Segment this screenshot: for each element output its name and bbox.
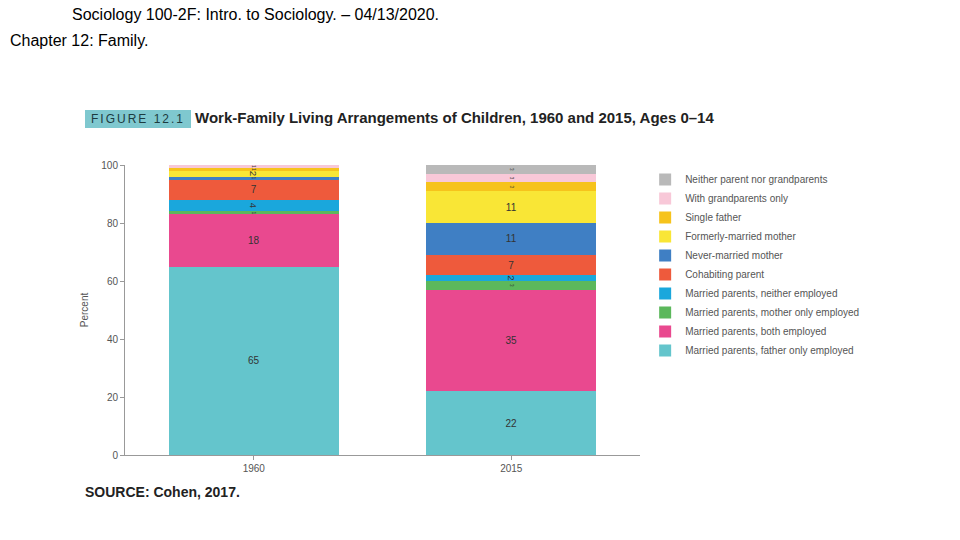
svg-text:18: 18 [248, 235, 260, 246]
svg-text:1: 1 [251, 165, 256, 168]
svg-text:7: 7 [508, 260, 514, 271]
svg-text:Percent: Percent [79, 293, 90, 328]
svg-text:100: 100 [101, 160, 118, 171]
html-text:Sociology 100-2F: Intro. to So: Sociology 100-2F: Intro. to Sociology. –… [72, 6, 439, 23]
svg-text:0: 0 [112, 450, 118, 461]
svg-text:65: 65 [248, 355, 260, 366]
svg-text:80: 80 [107, 218, 119, 229]
svg-text:Neither parent nor grandparent: Neither parent nor grandparents [685, 174, 827, 185]
svg-text:4: 4 [248, 203, 258, 208]
svg-text:Cohabiting parent: Cohabiting parent [685, 269, 764, 280]
svg-text:11: 11 [506, 233, 517, 244]
svg-text:40: 40 [107, 334, 119, 345]
svg-text:Married parents, mother only e: Married parents, mother only employed [685, 307, 859, 318]
svg-text:3: 3 [509, 168, 514, 171]
svg-text:11: 11 [506, 202, 517, 213]
svg-text:Formerly-married mother: Formerly-married mother [685, 231, 796, 242]
svg-text:Single father: Single father [685, 212, 742, 223]
svg-text:3: 3 [509, 185, 514, 188]
svg-text:Never-married mother: Never-married mother [685, 250, 783, 261]
svg-text:3: 3 [509, 284, 514, 287]
html-text:Work-Family Living Arrangement: Work-Family Living Arrangements of Child… [195, 109, 714, 126]
svg-text:Married parents, neither emplo: Married parents, neither employed [685, 288, 837, 299]
svg-text:35: 35 [505, 335, 517, 346]
svg-text:With grandparents only: With grandparents only [685, 193, 788, 204]
svg-text:7: 7 [251, 184, 257, 195]
svg-text:1960: 1960 [243, 463, 266, 474]
svg-text:20: 20 [107, 392, 119, 403]
html-text:SOURCE: Cohen, 2017.: SOURCE: Cohen, 2017. [85, 484, 240, 500]
svg-text:22: 22 [505, 418, 517, 429]
svg-text:3: 3 [509, 177, 514, 180]
svg-text:1: 1 [251, 177, 256, 180]
svg-text:1: 1 [251, 211, 256, 214]
svg-text:2: 2 [506, 275, 517, 280]
svg-text:2015: 2015 [500, 463, 523, 474]
svg-text:Married parents, both employed: Married parents, both employed [685, 326, 826, 337]
svg-text:1: 1 [251, 168, 256, 171]
svg-text:60: 60 [107, 276, 119, 287]
svg-text:2: 2 [248, 171, 259, 176]
html-text:FIGURE 12.1: FIGURE 12.1 [91, 112, 185, 126]
svg-text:Married parents, father only e: Married parents, father only employed [685, 345, 853, 356]
html-text:Chapter 12: Family.: Chapter 12: Family. [10, 32, 149, 49]
